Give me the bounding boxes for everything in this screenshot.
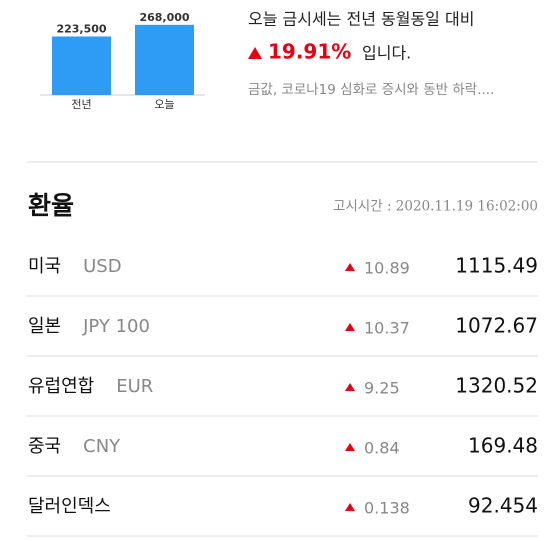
up-icon xyxy=(345,323,355,331)
summary-text: 오늘 금시세는 전년 동월동일 대비 xyxy=(248,10,474,29)
x-tick-label: 오늘 xyxy=(154,98,174,111)
summary-change: 19.91% xyxy=(268,40,351,64)
value-label: 268,000 xyxy=(139,11,189,24)
bar xyxy=(135,24,194,96)
table-title: 환율 xyxy=(28,191,74,220)
value-label: 223,500 xyxy=(56,22,106,35)
rate: 1072.67 xyxy=(455,314,538,338)
rate: 92.454 xyxy=(468,494,538,518)
change: 10.89 xyxy=(364,259,410,278)
country: 미국 xyxy=(28,256,61,277)
country: 중국 xyxy=(28,436,61,457)
change: 9.25 xyxy=(364,379,400,398)
rate: 1320.52 xyxy=(455,374,538,398)
change: 0.84 xyxy=(364,439,400,458)
rate: 1115.49 xyxy=(455,254,538,278)
x-tick-label: 전년 xyxy=(71,98,91,111)
up-icon xyxy=(248,47,262,59)
currency-code: EUR xyxy=(116,376,153,397)
up-icon xyxy=(345,503,355,511)
country: 달러인덱스 xyxy=(28,496,111,517)
currency-code: JPY 100 xyxy=(82,316,150,337)
country: 일본 xyxy=(28,316,61,337)
up-icon xyxy=(345,443,355,451)
currency-code: USD xyxy=(83,256,121,277)
news[interactable]: 금값, 코로나19 심화로 증시와 동반 하락.... xyxy=(248,82,494,98)
change: 10.37 xyxy=(364,319,410,338)
currency-code: CNY xyxy=(83,436,121,457)
country: 유럽연합 xyxy=(28,376,94,397)
table-time: 고시시간 : 2020.11.19 16:02:00 xyxy=(333,199,538,215)
up-icon xyxy=(345,383,355,391)
bar xyxy=(52,36,111,95)
summary-suffix: 입니다. xyxy=(362,44,411,63)
change: 0.138 xyxy=(364,499,410,518)
rate: 169.48 xyxy=(468,434,538,458)
up-icon xyxy=(345,263,355,271)
